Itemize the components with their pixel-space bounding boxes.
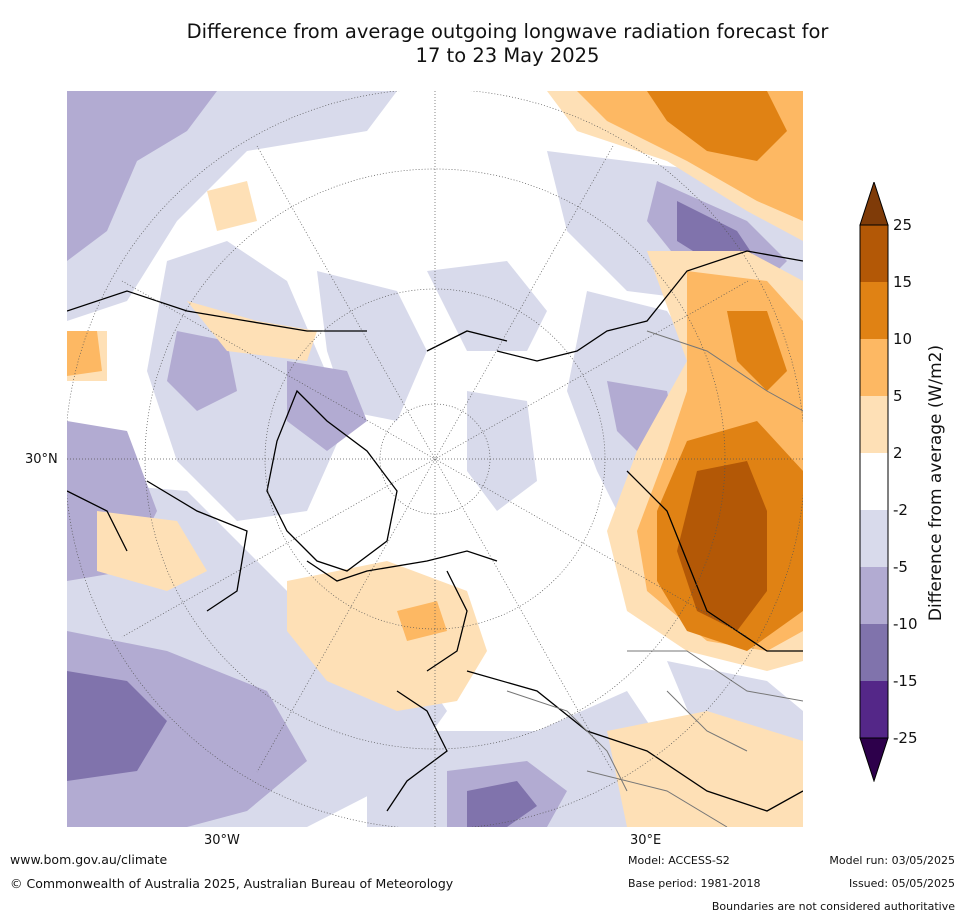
colorbar-neutral <box>860 453 888 510</box>
footer-copyright: © Commonwealth of Australia 2025, Austra… <box>10 876 454 891</box>
coastlines <box>67 250 803 812</box>
map-title: Difference from average outgoing longwav… <box>60 20 955 68</box>
colorbar <box>858 180 890 783</box>
colorbar-frame <box>859 224 889 739</box>
colorbar-10-15 <box>860 282 888 339</box>
colorbar-m15-m10 <box>860 624 888 681</box>
colorbar-extend-high <box>859 180 889 226</box>
colorbar-tick: 10 <box>893 330 913 348</box>
footer-model-run: Model run: 03/05/2025 <box>829 854 955 867</box>
colorbar-15-25 <box>860 225 888 282</box>
colorbar-label: Difference from average (W/m2) <box>926 344 946 622</box>
colorbar-tick: -2 <box>893 501 908 519</box>
anomaly-medium-purple <box>67 91 787 827</box>
lat-30n-label: 30°N <box>25 452 58 467</box>
footer-model: Model: ACCESS-S2 <box>628 854 730 867</box>
lon-30e-label: 30°E <box>630 833 662 848</box>
colorbar-tick: 15 <box>893 273 913 291</box>
footer-boundaries: Boundaries are not considered authoritat… <box>711 900 955 913</box>
colorbar-tick: 25 <box>893 216 913 234</box>
colorbar-m5-m2 <box>860 510 888 567</box>
colorbar-m25-m15 <box>860 681 888 738</box>
colorbar-tick: -10 <box>893 615 918 633</box>
lon-30w-label: 30°W <box>204 833 240 848</box>
colorbar-m10-m5 <box>860 567 888 624</box>
graticule <box>67 91 803 827</box>
title-line-1: Difference from average outgoing longwav… <box>186 20 829 43</box>
colorbar-tick: 2 <box>893 444 903 462</box>
footer-url[interactable]: www.bom.gov.au/climate <box>10 852 168 867</box>
colorbar-tick: -15 <box>893 672 918 690</box>
country-borders <box>506 330 803 827</box>
polar-map <box>67 91 803 827</box>
footer-issued: Issued: 05/05/2025 <box>848 877 955 890</box>
footer-base-period: Base period: 1981-2018 <box>628 877 761 890</box>
title-line-2: 17 to 23 May 2025 <box>415 44 600 67</box>
anomaly-brown <box>677 461 767 631</box>
colorbar-tick: 5 <box>893 387 903 405</box>
colorbar-extend-low <box>859 737 889 783</box>
anomaly-dark-purple <box>67 201 757 827</box>
colorbar-tick: -5 <box>893 558 908 576</box>
colorbar-2-5 <box>860 396 888 453</box>
colorbar-5-10 <box>860 339 888 396</box>
colorbar-tick: -25 <box>893 729 918 747</box>
